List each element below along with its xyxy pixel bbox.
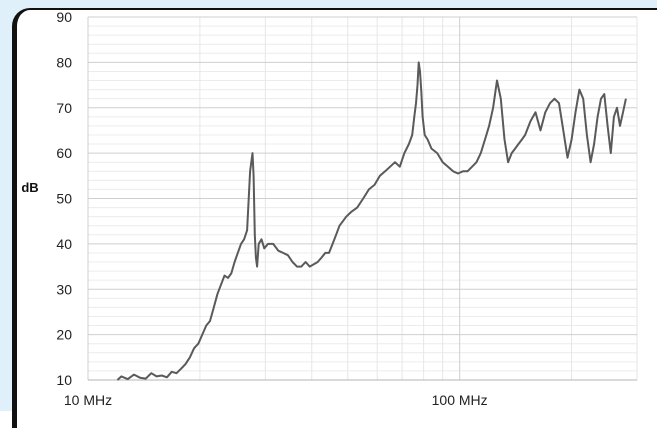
y-tick-label: 50 <box>56 191 72 207</box>
chart-panel <box>12 8 657 428</box>
y-tick-label: 90 <box>56 9 72 25</box>
y-tick-label: 20 <box>56 327 72 343</box>
y-tick-labels: 10 20 30 40 50 60 70 80 90 <box>56 9 72 388</box>
x-tick-label: 10 MHz <box>64 392 112 408</box>
y-tick-label: 30 <box>56 281 72 297</box>
y-tick-label: 80 <box>56 54 72 70</box>
y-tick-label: 60 <box>56 145 72 161</box>
grid-minor <box>88 17 638 380</box>
series-line <box>116 61 627 381</box>
y-axis-label: dB <box>21 180 38 195</box>
x-tick-label: 100 MHz <box>432 392 488 408</box>
y-tick-label: 40 <box>56 236 72 252</box>
y-tick-label: 10 <box>56 372 72 388</box>
line-chart: 10 20 30 40 50 60 70 80 90 10 MHz 100 MHz dB <box>21 9 638 408</box>
x-tick-labels: 10 MHz 100 MHz <box>64 392 488 408</box>
y-tick-label: 70 <box>56 100 72 116</box>
